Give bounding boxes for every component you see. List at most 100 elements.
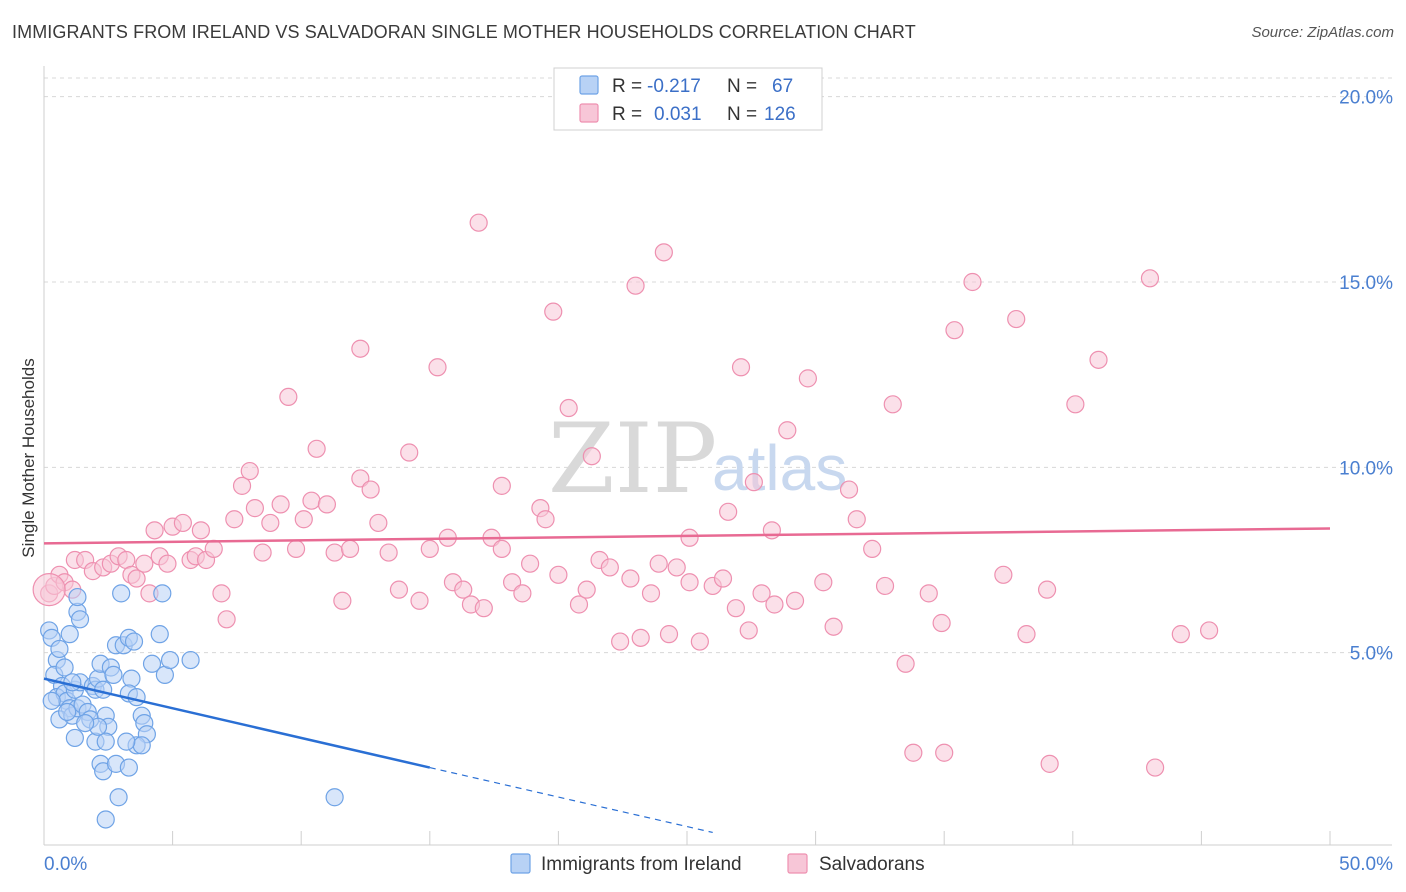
salvadorans-point [1066, 395, 1085, 414]
salvadorans-point [631, 628, 650, 647]
watermark-atlas: atlas [712, 432, 847, 504]
salvadorans-point [577, 580, 596, 599]
salvadorans-point [261, 513, 280, 533]
ireland-point [70, 610, 90, 629]
bottom-legend-label-ireland: Immigrants from Ireland [541, 854, 742, 875]
salvadorans-point [1089, 350, 1108, 369]
salvadorans-point [420, 539, 439, 558]
salvadorans-point [1146, 758, 1165, 777]
salvadorans-point [719, 502, 738, 521]
ireland-point [112, 584, 131, 603]
salvadorans-point [667, 558, 686, 577]
salvadorans-point [145, 521, 164, 540]
y-tick-labels: 5.0% 10.0% 15.0% 20.0% [1339, 88, 1393, 665]
salvadorans-point [762, 521, 781, 540]
salvadorans-point [713, 569, 733, 588]
salvadorans-point [680, 528, 699, 547]
salvadorans-point [621, 569, 640, 588]
salvadorans-point [814, 573, 833, 592]
salvadorans-point [600, 558, 619, 577]
salvadorans-point [294, 510, 313, 529]
salvadorans-point [369, 513, 388, 533]
ireland-point [119, 758, 138, 777]
salvadorans-point [994, 565, 1013, 584]
salvadorans-point [611, 632, 630, 651]
salvadorans-point [204, 539, 223, 558]
salvadorans-point [379, 543, 398, 562]
legend-n-label-salvadorans: N = [727, 104, 757, 125]
ireland-point [50, 639, 69, 659]
ireland-point [132, 736, 151, 755]
salvadorans-point [225, 510, 244, 529]
ireland-point [76, 713, 95, 733]
trend-lines [43, 527, 1331, 834]
series-legend: Immigrants from Ireland Salvadorans [510, 853, 925, 875]
watermark-zip: ZIP [548, 403, 717, 515]
salvadorans-point [1200, 621, 1219, 640]
ireland-point [325, 788, 344, 807]
axes [43, 66, 1392, 846]
ireland-point [96, 810, 115, 829]
salvadorans-point [654, 243, 673, 262]
salvadorans-point [245, 499, 265, 518]
salvadorans-point [279, 387, 298, 407]
salvadorans-point [765, 595, 784, 614]
salvadorans-point [875, 576, 895, 596]
salvadorans-point [513, 584, 532, 603]
legend-n-value-salvadorans: 126 [764, 104, 796, 125]
salvadorans-point [474, 599, 493, 618]
salvadorans-point [752, 584, 771, 603]
salvadorans-point [1171, 625, 1190, 644]
ireland-point [55, 658, 74, 677]
salvadorans-point [173, 513, 192, 533]
salvadorans-point [217, 610, 236, 629]
watermark: ZIP atlas [548, 403, 847, 515]
bottom-legend-swatch-salvadorans [787, 853, 808, 874]
salvadorans-point [778, 421, 797, 440]
salvadorans-point [863, 539, 882, 558]
salvadorans-point [945, 321, 964, 340]
salvadorans-point [904, 743, 923, 762]
ireland-point [68, 587, 87, 607]
salvadorans-point [963, 272, 982, 292]
ireland-point [124, 632, 144, 651]
ireland-point [65, 728, 84, 748]
salvadorans-point [492, 476, 511, 495]
salvadorans-point [351, 339, 370, 358]
salvadorans-point [253, 543, 272, 562]
ireland-point [58, 702, 77, 722]
salvadorans-point [896, 654, 915, 673]
ireland-point [117, 732, 136, 751]
x-tick-label-min: 0.0% [44, 854, 87, 875]
salvadorans-point [317, 495, 337, 514]
salvadorans-point [839, 480, 859, 499]
legend-box [553, 67, 823, 131]
salvadorans-point [286, 539, 306, 558]
y-axis-label: Single Mother Households [19, 358, 38, 557]
salvadorans-point [1007, 309, 1026, 329]
salvadorans-point [690, 632, 709, 651]
salvadorans-point [626, 276, 645, 295]
correlation-legend: R = -0.217 N = 67 R = 0.031 N = 126 [553, 67, 823, 131]
y-tick-label: 20.0% [1339, 88, 1393, 109]
salvadorans-point [521, 554, 540, 573]
salvadorans-point [731, 358, 751, 377]
salvadorans-point [1037, 580, 1057, 599]
salvadorans-point [582, 447, 601, 466]
salvadorans-point [454, 580, 473, 599]
salvadorans-point [135, 554, 154, 573]
salvadorans-point [544, 302, 563, 321]
salvadorans-point [325, 543, 344, 562]
ireland-point [153, 584, 172, 603]
salvadorans-point [798, 369, 817, 388]
salvadorans-point [400, 443, 419, 462]
salvadorans-point-cluster [32, 573, 66, 607]
salvadorans-point [536, 510, 555, 529]
salvadorans-point [824, 617, 843, 636]
salvadorans-point [191, 521, 210, 540]
salvadorans-point [340, 539, 360, 558]
y-tick-label: 10.0% [1339, 458, 1393, 479]
salvadorans-point [158, 554, 177, 573]
salvadorans-point [659, 625, 679, 644]
x-tick-label-max: 50.0% [1339, 854, 1393, 875]
